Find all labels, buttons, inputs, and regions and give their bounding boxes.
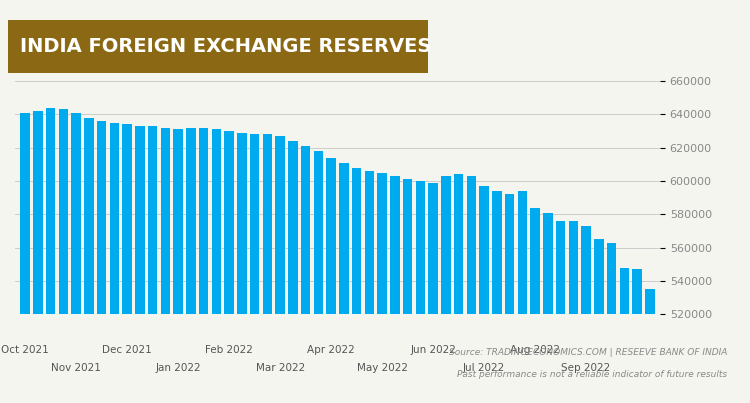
- Bar: [441, 176, 451, 403]
- Text: May 2022: May 2022: [356, 363, 407, 373]
- Bar: [530, 208, 540, 403]
- Bar: [352, 168, 362, 403]
- Bar: [314, 151, 323, 403]
- Bar: [377, 172, 387, 403]
- Bar: [492, 191, 502, 403]
- Bar: [148, 126, 158, 403]
- Bar: [556, 221, 566, 403]
- Bar: [160, 128, 170, 403]
- Text: Sep 2022: Sep 2022: [562, 363, 610, 373]
- Bar: [390, 176, 400, 403]
- Bar: [199, 128, 208, 403]
- Bar: [581, 226, 591, 403]
- Bar: [262, 134, 272, 403]
- Text: Jun 2022: Jun 2022: [410, 345, 456, 355]
- Text: Dec 2021: Dec 2021: [102, 345, 152, 355]
- Bar: [71, 112, 81, 403]
- Bar: [173, 129, 183, 403]
- Bar: [97, 121, 106, 403]
- Bar: [518, 191, 527, 403]
- Text: Jul 2022: Jul 2022: [463, 363, 506, 373]
- Bar: [110, 123, 119, 403]
- Bar: [479, 186, 489, 403]
- Bar: [364, 171, 374, 403]
- Bar: [211, 129, 221, 403]
- Bar: [428, 183, 438, 403]
- Text: Oct 2021: Oct 2021: [2, 345, 49, 355]
- Bar: [416, 181, 425, 403]
- Bar: [326, 158, 336, 403]
- Text: Source: TRADINGECONOMICS.COM | RESEEVE BANK OF INDIA: Source: TRADINGECONOMICS.COM | RESEEVE B…: [449, 348, 728, 357]
- Text: INDIA FOREIGN EXCHANGE RESERVES: INDIA FOREIGN EXCHANGE RESERVES: [20, 37, 431, 56]
- Bar: [135, 126, 145, 403]
- Bar: [224, 131, 234, 403]
- Bar: [403, 179, 412, 403]
- Bar: [250, 134, 259, 403]
- Bar: [594, 239, 604, 403]
- Bar: [454, 174, 464, 403]
- Bar: [288, 141, 298, 403]
- Text: Feb 2022: Feb 2022: [206, 345, 253, 355]
- Bar: [620, 268, 629, 403]
- Text: Apr 2022: Apr 2022: [308, 345, 355, 355]
- Bar: [339, 162, 349, 403]
- Text: Mar 2022: Mar 2022: [256, 363, 304, 373]
- Bar: [505, 194, 515, 403]
- Bar: [632, 269, 642, 403]
- Text: Nov 2021: Nov 2021: [51, 363, 101, 373]
- Bar: [543, 213, 553, 403]
- Bar: [301, 146, 310, 403]
- Bar: [568, 221, 578, 403]
- Bar: [645, 289, 655, 403]
- Bar: [237, 133, 247, 403]
- Bar: [186, 128, 196, 403]
- Bar: [607, 243, 616, 403]
- Bar: [20, 112, 30, 403]
- Text: Jan 2022: Jan 2022: [155, 363, 201, 373]
- Bar: [84, 118, 94, 403]
- Text: Aug 2022: Aug 2022: [510, 345, 560, 355]
- Bar: [466, 176, 476, 403]
- Bar: [33, 111, 43, 403]
- Bar: [275, 136, 285, 403]
- Text: Past performance is not a reliable indicator of future results: Past performance is not a reliable indic…: [458, 370, 728, 379]
- Bar: [46, 108, 56, 403]
- Bar: [122, 124, 132, 403]
- Bar: [58, 109, 68, 403]
